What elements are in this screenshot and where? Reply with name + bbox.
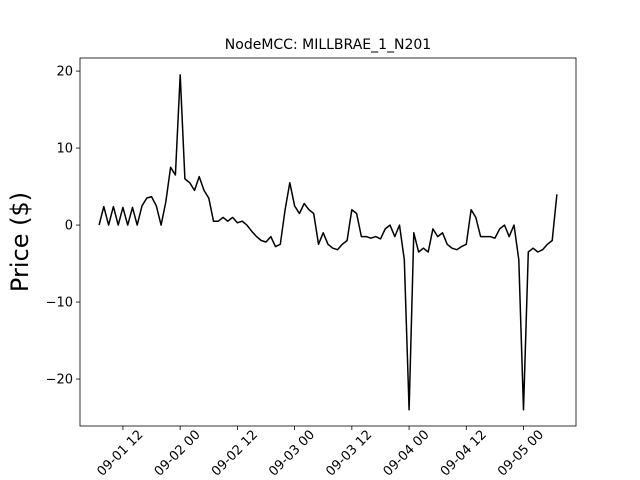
y-tick-label: −10 <box>46 296 73 311</box>
plot-frame <box>79 57 577 427</box>
y-tick-label: 0 <box>65 219 73 234</box>
x-tick-label: 09-01 12 <box>94 428 146 480</box>
line <box>98 74 558 411</box>
y-tick-label: 10 <box>56 142 73 157</box>
x-tick-label: 09-02 12 <box>209 428 261 480</box>
x-tick-label: 09-04 12 <box>438 428 490 480</box>
x-tick-label: 09-04 00 <box>381 428 433 480</box>
x-tick-label: 09-03 00 <box>266 428 318 480</box>
y-tick-label: −20 <box>46 373 73 388</box>
x-tick-label: 09-03 12 <box>323 428 375 480</box>
x-tick-label: 09-05 00 <box>495 428 547 480</box>
y-tick-label: 20 <box>56 65 73 80</box>
x-tick-label: 09-02 00 <box>152 428 204 480</box>
y-axis-label: Price ($) <box>6 192 34 292</box>
chart-title: NodeMCC: MILLBRAE_1_N201 <box>225 37 431 53</box>
